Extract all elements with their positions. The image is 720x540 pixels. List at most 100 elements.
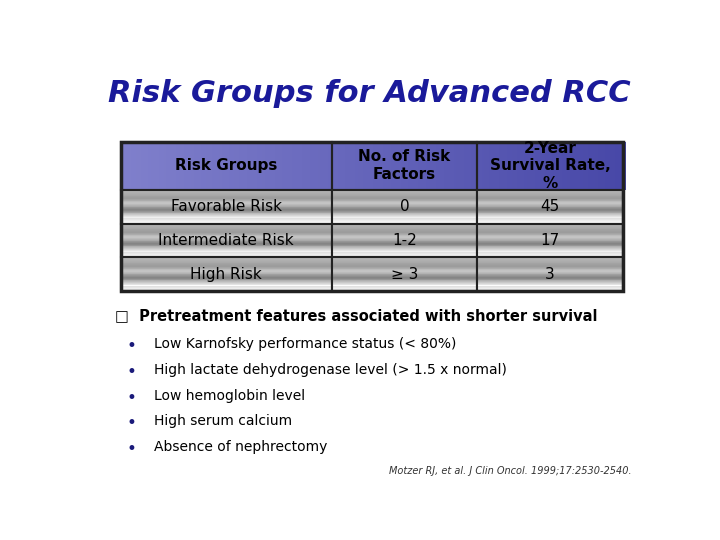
Bar xyxy=(477,286,623,287)
Bar xyxy=(332,243,477,244)
Text: Motzer RJ, et al. J Clin Oncol. 1999;17:2530-2540.: Motzer RJ, et al. J Clin Oncol. 1999;17:… xyxy=(389,465,631,476)
Bar xyxy=(121,211,332,212)
Bar xyxy=(332,274,477,275)
Text: Favorable Risk: Favorable Risk xyxy=(171,199,282,214)
Bar xyxy=(343,141,346,190)
Bar xyxy=(121,258,332,259)
Bar xyxy=(121,193,332,194)
Text: 17: 17 xyxy=(541,233,559,248)
Bar xyxy=(121,209,332,210)
Bar xyxy=(332,287,477,288)
Bar xyxy=(121,265,332,266)
Bar xyxy=(121,234,332,235)
Bar xyxy=(121,221,332,222)
Bar xyxy=(121,291,332,292)
Bar xyxy=(207,141,210,190)
Bar xyxy=(469,141,472,190)
Bar xyxy=(332,266,477,267)
Bar xyxy=(477,225,623,226)
Bar xyxy=(529,141,533,190)
Bar xyxy=(477,222,623,224)
Bar xyxy=(121,190,332,224)
Bar xyxy=(121,259,332,260)
Bar xyxy=(332,281,477,282)
Bar xyxy=(477,267,623,268)
Bar xyxy=(214,141,217,190)
Bar xyxy=(332,216,477,217)
Bar xyxy=(482,141,485,190)
Bar xyxy=(121,252,332,253)
Bar xyxy=(477,247,623,248)
Bar xyxy=(361,141,364,190)
Bar xyxy=(477,274,623,275)
Bar xyxy=(623,141,626,190)
Bar xyxy=(332,190,477,191)
Bar xyxy=(393,141,396,190)
Bar xyxy=(121,288,332,289)
Bar xyxy=(477,285,623,286)
Bar xyxy=(502,141,505,190)
Bar xyxy=(423,141,426,190)
Bar xyxy=(477,191,623,192)
Bar xyxy=(121,280,332,281)
Bar xyxy=(477,241,623,242)
Bar xyxy=(547,141,550,190)
Text: •: • xyxy=(127,415,137,433)
Bar xyxy=(121,283,332,284)
Bar xyxy=(121,289,332,290)
Bar xyxy=(174,141,176,190)
Bar xyxy=(477,250,623,251)
Bar xyxy=(408,141,411,190)
Bar xyxy=(332,200,477,201)
Bar xyxy=(332,288,477,289)
Bar xyxy=(477,234,623,235)
Bar xyxy=(158,141,161,190)
Bar xyxy=(332,208,477,209)
Bar xyxy=(444,141,447,190)
Bar xyxy=(613,141,616,190)
Bar xyxy=(282,141,285,190)
Bar xyxy=(332,270,477,271)
Bar xyxy=(341,141,343,190)
Bar xyxy=(477,192,623,193)
Bar xyxy=(121,255,332,256)
Bar xyxy=(121,250,332,251)
Bar xyxy=(477,281,623,282)
Bar xyxy=(312,141,315,190)
Bar xyxy=(121,264,332,265)
Bar xyxy=(332,240,477,241)
Bar xyxy=(121,282,332,283)
Bar xyxy=(514,141,518,190)
Bar xyxy=(477,291,623,292)
Bar xyxy=(391,141,394,190)
Bar xyxy=(477,242,623,243)
Bar xyxy=(477,190,623,191)
Bar xyxy=(403,141,406,190)
Bar xyxy=(332,206,477,207)
Text: •: • xyxy=(127,363,137,381)
Bar xyxy=(121,224,332,225)
Bar xyxy=(356,141,359,190)
Bar xyxy=(121,141,124,190)
Bar xyxy=(171,141,174,190)
Bar xyxy=(606,141,608,190)
Bar xyxy=(121,267,332,268)
Bar xyxy=(477,197,623,198)
Bar xyxy=(477,261,623,262)
Bar xyxy=(477,280,623,281)
Bar xyxy=(121,212,332,213)
Bar xyxy=(477,227,623,228)
Bar xyxy=(332,220,477,221)
Bar xyxy=(332,226,477,227)
Bar xyxy=(121,225,332,226)
Bar xyxy=(269,141,273,190)
Bar xyxy=(332,277,477,278)
Bar xyxy=(598,141,600,190)
Bar xyxy=(332,255,477,256)
Bar xyxy=(121,245,332,246)
Bar xyxy=(264,141,268,190)
Bar xyxy=(477,276,623,277)
Bar xyxy=(449,141,452,190)
Bar xyxy=(477,290,623,291)
Bar xyxy=(477,279,623,280)
